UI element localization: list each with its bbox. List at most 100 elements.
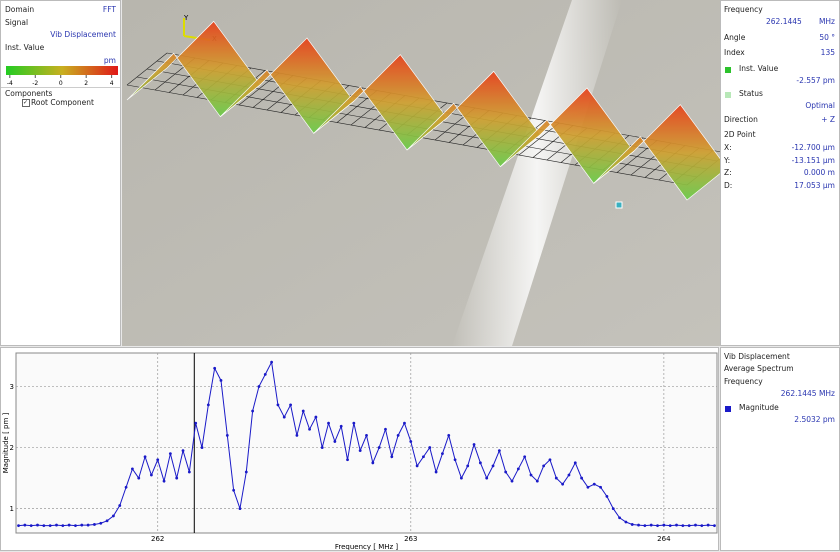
selection-marker	[615, 201, 623, 209]
swatch	[725, 406, 731, 412]
spectrum-panel: Vib Displacement Average Spectrum Freque…	[720, 347, 840, 551]
unit: MHz	[818, 17, 835, 26]
label: Domain	[5, 5, 35, 14]
value: 50 °	[819, 33, 835, 42]
data-point	[377, 446, 381, 449]
data-point	[649, 523, 653, 527]
data-point	[276, 403, 280, 407]
data-point	[592, 482, 596, 486]
label: Angle	[724, 33, 746, 42]
data-point	[29, 524, 33, 528]
data-point	[656, 524, 659, 528]
checkbox[interactable]: ✓	[22, 99, 30, 107]
value: 0.000 m	[803, 168, 835, 177]
value[interactable]: Vib Displacement	[50, 30, 116, 39]
data-point	[213, 366, 217, 370]
x-tick-label: 263	[404, 535, 417, 543]
data-point	[137, 476, 141, 480]
data-point	[384, 427, 387, 431]
data-point	[700, 524, 704, 528]
data-point	[460, 476, 463, 480]
chart-panel: 262 263 264 1 2 3 Frequency [ MHz ] Magnitude […	[0, 347, 719, 551]
data-point	[441, 452, 444, 456]
data-point	[630, 523, 634, 526]
data-point	[510, 479, 514, 483]
label: Direction	[724, 115, 758, 124]
data-point	[491, 464, 495, 468]
data-point	[516, 467, 520, 471]
data-point	[67, 523, 71, 527]
data-point	[561, 482, 565, 486]
data-point	[333, 440, 337, 443]
value: 262.1445	[766, 17, 802, 26]
value: -13.151 µm	[791, 155, 835, 165]
data-point	[485, 476, 489, 480]
data-point	[681, 524, 685, 528]
divider	[1, 87, 120, 88]
colorbar-tick-label: 0	[59, 80, 63, 87]
colorbar-gradient	[6, 66, 118, 75]
data-point	[61, 524, 65, 528]
label: Average Spectrum	[724, 364, 794, 373]
data-point	[175, 476, 179, 480]
label: Inst. Value	[739, 64, 779, 73]
data-point	[668, 524, 672, 528]
value: + Z	[821, 115, 835, 124]
data-point	[453, 458, 457, 462]
tree-item[interactable]: Root Component	[31, 98, 94, 107]
value[interactable]: FFT	[102, 5, 116, 14]
data-point	[282, 415, 286, 419]
colorbar-tick-label: -4	[7, 80, 13, 87]
data-point	[365, 433, 368, 437]
data-point	[17, 524, 20, 528]
y-tick-label: 2	[10, 444, 14, 452]
data-point	[308, 427, 311, 431]
data-point	[232, 488, 236, 492]
y-tick-label: 3	[10, 383, 14, 391]
left-panel: Domain FFT Signal Vib Displacement Inst.…	[0, 0, 121, 346]
value: 135	[820, 48, 835, 57]
value: -12.700 µm	[791, 143, 835, 152]
data-point	[346, 458, 349, 462]
data-point	[314, 415, 318, 419]
data-point	[390, 455, 394, 459]
label: Inst. Value	[5, 43, 45, 52]
colorbar-tick-label: 2	[84, 80, 88, 87]
data-point	[257, 385, 261, 388]
data-point	[339, 424, 343, 428]
data-point	[143, 455, 147, 459]
colorbar-tick-label: -2	[32, 80, 38, 87]
surface-ridge	[593, 104, 720, 201]
data-point	[74, 524, 77, 528]
data-point	[371, 461, 375, 465]
data-point	[605, 494, 609, 498]
data-point	[327, 421, 330, 425]
value: 2.5032 pm	[794, 415, 835, 424]
data-point	[181, 449, 185, 453]
data-point	[131, 467, 134, 471]
data-point	[23, 523, 27, 527]
data-point	[295, 433, 299, 437]
data-point	[225, 433, 229, 437]
mesh-line	[166, 52, 720, 153]
data-point	[472, 443, 476, 446]
swatch	[725, 92, 731, 98]
x-axis-label: Frequency [ MHz ]	[335, 543, 399, 550]
data-point	[244, 470, 248, 474]
data-point	[200, 446, 204, 449]
label: Frequency	[724, 5, 763, 14]
data-point	[643, 524, 647, 528]
label: X:	[724, 143, 732, 152]
data-point	[422, 455, 425, 459]
y-tick-label: 1	[10, 505, 14, 513]
data-point	[80, 523, 84, 527]
value: 17.053 µm	[794, 180, 835, 190]
label: Status	[739, 89, 763, 98]
x-tick-label: 262	[151, 535, 164, 543]
data-point	[428, 446, 432, 449]
data-point	[55, 523, 58, 527]
data-point	[93, 523, 96, 526]
label: Y:	[724, 155, 731, 165]
data-point	[301, 409, 305, 413]
